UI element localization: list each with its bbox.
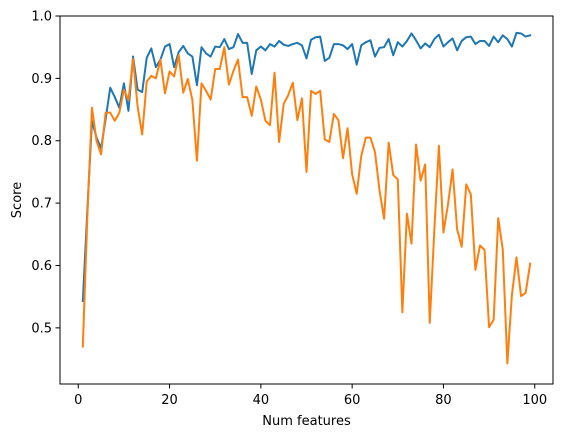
y-axis-label: Score (10, 182, 25, 218)
x-tick-label: 20 (161, 393, 178, 408)
x-tick-label: 80 (435, 393, 452, 408)
y-tick-label: 0.8 (31, 134, 52, 149)
x-tick-label: 60 (344, 393, 361, 408)
y-tick-label: 0.6 (31, 259, 52, 274)
y-tick-label: 0.7 (31, 197, 52, 212)
series-line-1 (81, 31, 532, 303)
plot-area (59, 15, 554, 385)
x-tick-label: 0 (74, 393, 82, 408)
series-layer (81, 31, 532, 365)
series-line-2 (81, 46, 532, 365)
axes-frame (59, 15, 554, 385)
y-tick-label: 0.5 (31, 321, 52, 336)
x-tick-label: 40 (253, 393, 270, 408)
x-tick-label: 100 (522, 393, 547, 408)
y-tick-label: 1.0 (31, 10, 52, 25)
x-axis-label: Num features (262, 414, 351, 429)
y-axis-ticks: 0.5 0.6 0.7 0.8 0.9 1.0 (31, 10, 60, 336)
y-tick-label: 0.9 (31, 72, 52, 87)
x-axis-ticks: 0 20 40 60 80 100 (74, 384, 547, 408)
